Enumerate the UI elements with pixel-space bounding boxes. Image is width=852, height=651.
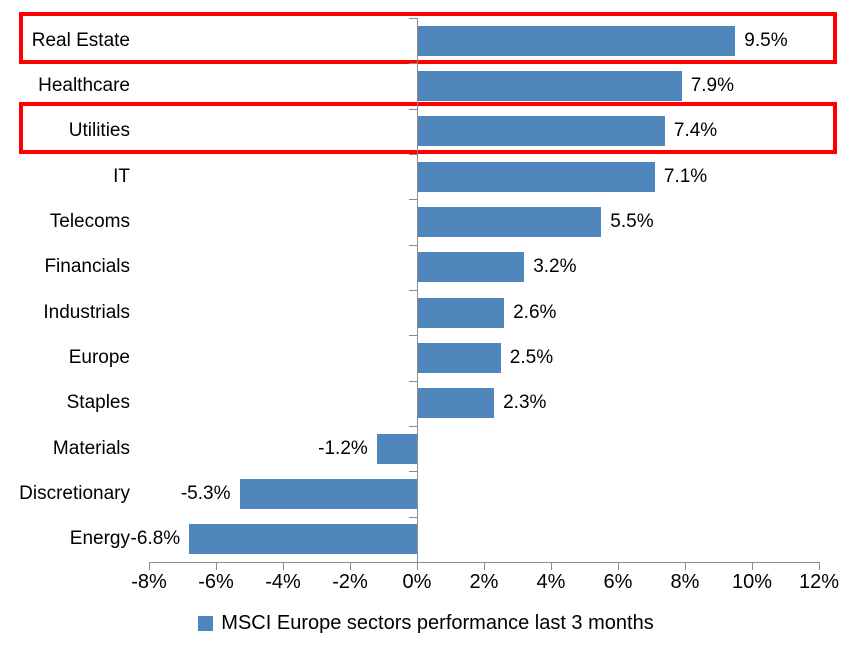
value-axis-tick-label: 0%	[402, 571, 432, 593]
bar	[417, 161, 655, 192]
category-label: Staples	[66, 392, 130, 414]
category-label: Discretionary	[19, 483, 130, 504]
category-axis-tick	[409, 471, 417, 473]
category-label: Energy	[69, 528, 130, 550]
category-label: Financials	[44, 256, 130, 278]
value-axis-tick	[417, 562, 418, 570]
category-label: Healthcare	[38, 75, 130, 96]
value-axis-tick	[484, 562, 485, 570]
category-label: Telecoms	[49, 211, 130, 232]
bar	[239, 479, 417, 509]
value-axis-tick-label: 4%	[536, 571, 566, 593]
value-axis-tick	[618, 562, 619, 570]
value-axis-tick	[685, 562, 686, 570]
category-label: Europe	[68, 347, 130, 368]
highlight-box	[19, 102, 837, 155]
value-label: 9.5%	[744, 29, 788, 51]
value-label: 7.9%	[690, 75, 734, 96]
value-axis-tick	[752, 562, 753, 570]
value-axis-tick	[551, 562, 552, 570]
value-axis-tick	[149, 562, 150, 570]
bar	[417, 252, 525, 283]
bar	[189, 524, 417, 555]
bar	[376, 433, 417, 464]
highlight-box	[19, 11, 837, 64]
category-axis-line	[417, 18, 418, 562]
legend: MSCI Europe sectors performance last 3 m…	[0, 612, 852, 635]
value-axis-tick	[216, 562, 217, 570]
category-axis-tick	[409, 290, 417, 291]
bar	[417, 25, 736, 56]
value-axis-tick-label: -6%	[198, 571, 234, 593]
category-axis-tick	[409, 335, 417, 337]
value-axis-tick	[350, 562, 351, 570]
category-axis-tick	[409, 63, 417, 65]
value-axis-tick-label: 8%	[670, 571, 700, 593]
value-axis-tick-label: 10%	[731, 571, 773, 593]
bar	[417, 343, 501, 373]
value-label: -6.8%	[130, 528, 181, 550]
value-label: 7.4%	[673, 120, 718, 142]
category-axis-tick	[409, 154, 417, 155]
value-axis-tick-label: -2%	[332, 571, 368, 593]
category-axis-tick	[409, 426, 417, 427]
legend-label: MSCI Europe sectors performance last 3 m…	[221, 612, 654, 634]
bar	[417, 297, 505, 328]
category-axis-tick	[409, 380, 417, 382]
value-axis-tick-label: 2%	[469, 571, 499, 593]
bar	[417, 71, 682, 101]
category-label: Industrials	[43, 301, 130, 323]
bar	[417, 116, 665, 147]
value-axis-tick-label: -4%	[265, 571, 301, 593]
category-axis-tick	[409, 18, 417, 19]
category-label: Real Estate	[31, 29, 130, 51]
value-label: 2.6%	[513, 301, 557, 323]
value-label: 5.5%	[610, 211, 654, 232]
bar	[417, 388, 494, 419]
legend-swatch-icon	[198, 616, 214, 631]
value-label: -5.3%	[180, 483, 231, 504]
value-axis-tick-label: 12%	[798, 571, 840, 593]
value-label: 2.3%	[503, 392, 547, 414]
value-label: 2.5%	[509, 347, 554, 368]
value-label: 7.1%	[663, 165, 708, 187]
value-label: 3.2%	[533, 256, 577, 278]
category-axis-tick	[409, 516, 417, 518]
category-axis-tick	[409, 244, 417, 246]
category-label: Materials	[52, 437, 130, 459]
value-axis-tick-label: 6%	[603, 571, 633, 593]
category-label: Utilities	[68, 120, 130, 142]
value-axis-tick-label: -8%	[131, 571, 167, 593]
value-axis-tick	[819, 562, 820, 570]
category-label: IT	[113, 165, 130, 187]
value-axis-tick	[283, 562, 284, 570]
category-axis-tick	[409, 199, 417, 201]
bar	[417, 207, 602, 237]
value-label: -1.2%	[318, 437, 368, 459]
category-axis-tick	[409, 108, 417, 110]
